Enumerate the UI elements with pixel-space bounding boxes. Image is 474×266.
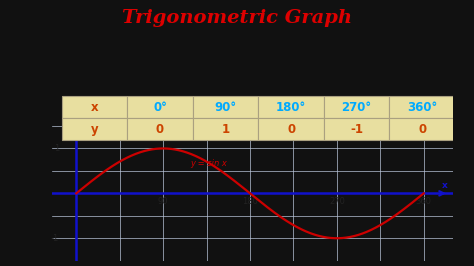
Text: x: x — [91, 101, 98, 114]
Text: 0: 0 — [287, 123, 295, 136]
Text: -1: -1 — [51, 234, 59, 243]
Text: 0: 0 — [156, 123, 164, 136]
Text: Trigonometric Graph: Trigonometric Graph — [122, 9, 352, 27]
Text: 90: 90 — [158, 197, 168, 206]
Text: 360°: 360° — [407, 101, 438, 114]
Text: 0: 0 — [418, 123, 426, 136]
Text: 0°: 0° — [153, 101, 167, 114]
Text: 270°: 270° — [342, 101, 372, 114]
Text: x: x — [442, 181, 448, 190]
Text: 180: 180 — [242, 197, 258, 206]
Text: 1: 1 — [54, 144, 59, 153]
Text: -1: -1 — [350, 123, 363, 136]
Text: y = sin x: y = sin x — [190, 159, 227, 168]
Text: How to draw y = sin x: How to draw y = sin x — [144, 41, 330, 56]
Text: 180°: 180° — [276, 101, 306, 114]
Text: 90°: 90° — [214, 101, 237, 114]
Text: 1: 1 — [221, 123, 229, 136]
Text: 270: 270 — [329, 197, 345, 206]
Text: 360: 360 — [416, 197, 432, 206]
Text: y: y — [91, 123, 98, 136]
Text: y: y — [84, 122, 90, 131]
